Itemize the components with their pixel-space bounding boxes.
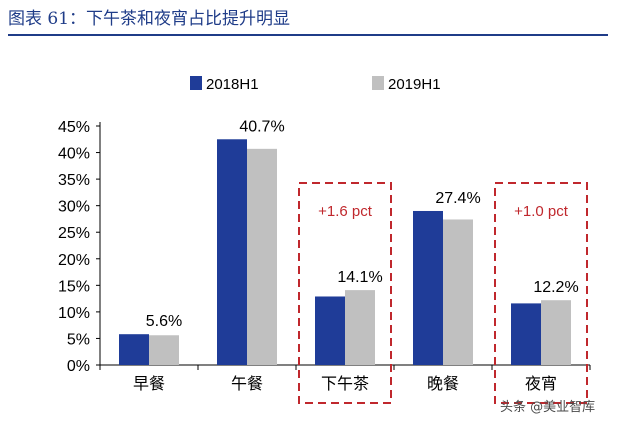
annotation-text: +1.0 pct — [514, 203, 569, 220]
y-tick-label: 25% — [58, 225, 90, 242]
y-tick-label: 35% — [58, 172, 90, 189]
highlight-box — [298, 182, 392, 404]
x-tick-label: 午餐 — [231, 374, 263, 393]
data-label: 40.7% — [239, 118, 284, 135]
bar-2019H1 — [443, 219, 473, 365]
chart-title: 图表 61：下午茶和夜宵占比提升明显 — [8, 9, 291, 29]
legend-swatch-2018H1 — [190, 76, 202, 90]
data-label: 14.1% — [337, 269, 382, 286]
data-label: 27.4% — [435, 190, 480, 207]
bar-2018H1 — [217, 139, 247, 365]
annotation-text: +1.6 pct — [318, 203, 373, 220]
bar-2018H1 — [119, 334, 149, 365]
bar-2019H1 — [149, 335, 179, 365]
y-tick-label: 5% — [67, 331, 90, 348]
legend-label: 2019H1 — [388, 76, 441, 93]
x-tick-label: 早餐 — [133, 374, 165, 393]
legend-swatch-2019H1 — [372, 76, 384, 90]
y-tick-label: 45% — [58, 119, 90, 136]
bar-2018H1 — [315, 296, 345, 365]
x-tick-label: 下午茶 — [321, 374, 369, 393]
title-rule — [8, 34, 608, 36]
y-tick-label: 10% — [58, 305, 90, 322]
y-tick-label: 40% — [58, 146, 90, 163]
bar-2018H1 — [413, 210, 443, 365]
x-tick-label: 晚餐 — [427, 374, 459, 393]
y-tick-label: 0% — [67, 358, 90, 375]
y-tick-label: 15% — [58, 278, 90, 295]
data-label: 12.2% — [533, 279, 578, 296]
bar-2019H1 — [247, 148, 277, 365]
x-tick-label: 夜宵 — [525, 374, 557, 393]
legend-label: 2018H1 — [206, 76, 259, 93]
bar-2018H1 — [511, 303, 541, 365]
bar-2019H1 — [541, 300, 571, 365]
data-label: 5.6% — [146, 313, 182, 330]
bar-2019H1 — [345, 290, 375, 365]
y-tick-label: 20% — [58, 252, 90, 269]
y-tick-label: 30% — [58, 199, 90, 216]
watermark: 头条 @美业智库 — [500, 400, 596, 415]
highlight-box — [494, 182, 588, 404]
